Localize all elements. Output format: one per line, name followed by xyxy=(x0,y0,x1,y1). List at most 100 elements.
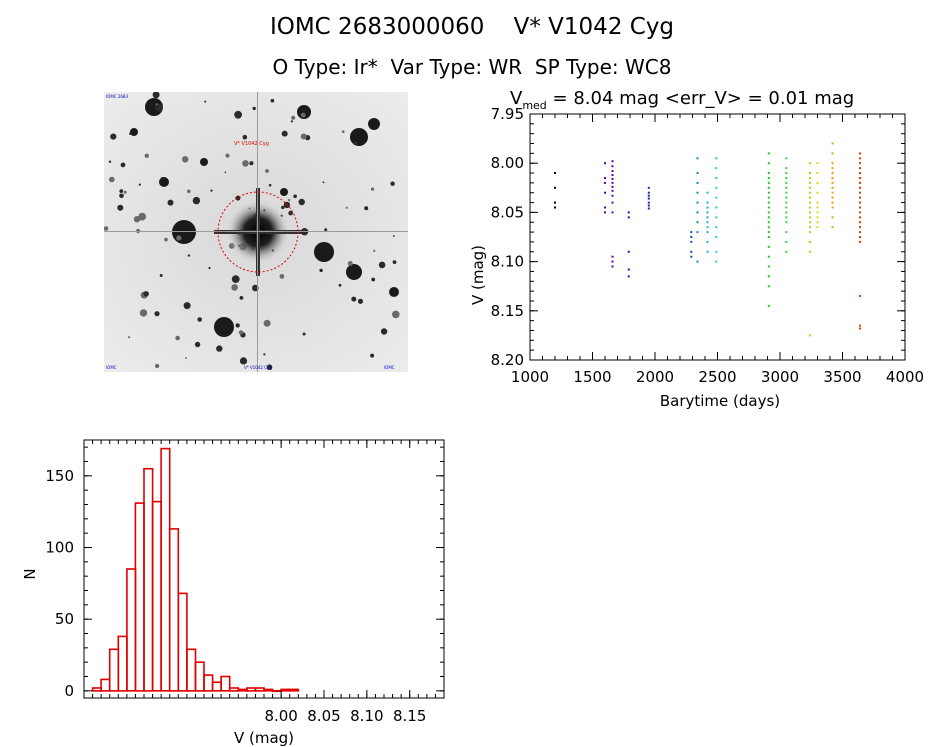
light-curve-point xyxy=(627,250,630,253)
background-star xyxy=(164,237,168,242)
background-star xyxy=(291,115,296,120)
light-curve-point xyxy=(690,255,693,258)
light-curve-xlabel: Barytime (days) xyxy=(660,392,780,410)
light-curve-x-tick-label: 2500 xyxy=(698,368,736,386)
light-curve-point xyxy=(690,236,693,238)
background-star xyxy=(281,130,288,137)
histogram-bar xyxy=(108,648,120,692)
light-curve-point xyxy=(611,265,614,268)
light-curve-point xyxy=(696,231,699,234)
light-curve-point xyxy=(831,142,834,145)
image-corner-label-bl: IOMC xyxy=(106,365,117,370)
light-curve-point xyxy=(785,211,788,214)
light-curve-point xyxy=(604,211,606,214)
light-curve-point xyxy=(816,216,819,219)
background-star xyxy=(392,310,400,319)
background-star xyxy=(389,287,399,297)
light-curve-point xyxy=(816,191,819,194)
light-curve-point xyxy=(859,181,861,184)
histogram-bar xyxy=(100,678,111,692)
histogram-bar xyxy=(288,688,300,692)
background-star xyxy=(138,183,141,186)
histogram-x-tick-label: 8.05 xyxy=(307,707,340,725)
light-curve-point xyxy=(690,240,693,243)
light-curve-point xyxy=(785,250,788,253)
background-star xyxy=(297,105,311,119)
background-star xyxy=(341,130,345,133)
star-name: V* V1042 Cyg xyxy=(513,14,675,40)
background-star xyxy=(110,133,117,140)
background-star xyxy=(216,345,223,352)
background-star xyxy=(117,204,124,211)
histogram-bar xyxy=(263,688,274,692)
background-star xyxy=(280,188,288,196)
light-curve-point xyxy=(809,250,811,253)
light-curve-point xyxy=(627,216,630,219)
light-curve-point xyxy=(611,160,614,163)
light-curve-point xyxy=(767,172,770,174)
background-star xyxy=(175,335,180,341)
light-curve-title-rest: = 8.04 mag <err_V> = 0.01 mag xyxy=(547,88,854,109)
background-star xyxy=(368,118,380,130)
light-curve-point xyxy=(611,165,614,168)
light-curve-point xyxy=(859,172,861,174)
light-curve-point xyxy=(809,177,811,179)
light-curve-point xyxy=(611,189,614,192)
light-curve-point xyxy=(859,162,861,165)
background-stars xyxy=(104,92,400,371)
background-star xyxy=(143,291,149,297)
background-star xyxy=(370,353,375,358)
histogram-bar xyxy=(211,681,223,692)
background-star xyxy=(138,212,147,221)
light-curve-point xyxy=(647,197,650,200)
light-curve-point xyxy=(715,236,718,238)
background-star xyxy=(263,319,271,327)
light-curve-point xyxy=(554,186,556,189)
background-star xyxy=(252,106,256,111)
light-curve-point xyxy=(859,186,861,189)
background-star xyxy=(357,298,364,304)
light-curve-y-tick-label: 8.00 xyxy=(491,154,524,172)
background-star xyxy=(371,277,376,282)
light-curve-point xyxy=(696,221,699,224)
light-curve-point xyxy=(696,260,699,263)
background-star xyxy=(161,177,163,179)
background-star xyxy=(182,156,189,163)
light-curve-point xyxy=(859,226,861,229)
light-curve-point xyxy=(706,221,709,224)
light-curve-point xyxy=(767,221,770,224)
light-curve-point xyxy=(831,167,834,170)
light-curve-point xyxy=(785,240,788,243)
light-curve-point xyxy=(816,181,819,184)
light-curve-point xyxy=(767,255,770,258)
light-curve-point xyxy=(831,216,834,219)
light-curve-point xyxy=(715,226,718,229)
light-curve-point xyxy=(785,201,788,204)
light-curve-point xyxy=(785,191,788,194)
light-curve-point xyxy=(831,226,834,229)
background-star xyxy=(234,110,243,119)
background-star xyxy=(155,104,163,112)
light-curve-point xyxy=(767,201,770,204)
background-star xyxy=(319,268,323,273)
light-curve-point xyxy=(767,226,770,229)
light-curve-point xyxy=(767,245,770,248)
histogram-bar xyxy=(151,500,163,692)
image-corner-label-br: IOMC xyxy=(384,365,395,370)
background-star xyxy=(351,296,357,302)
star-id: IOMC 2683000060 xyxy=(269,14,485,40)
light-curve-point xyxy=(767,304,770,307)
histogram-bar xyxy=(117,635,128,692)
light-curve-point xyxy=(690,231,693,234)
light-curve-point xyxy=(816,211,819,214)
background-star xyxy=(224,171,227,174)
light-curve-point xyxy=(785,167,788,170)
light-curve-point xyxy=(785,196,788,199)
light-curve-y-tick-label: 8.20 xyxy=(491,351,524,369)
light-curve-point xyxy=(696,211,699,214)
background-star xyxy=(204,100,207,103)
light-curve-point xyxy=(859,167,861,170)
background-star xyxy=(346,264,362,280)
light-curve-y-tick-label: 7.95 xyxy=(491,105,524,123)
background-star xyxy=(378,261,386,269)
